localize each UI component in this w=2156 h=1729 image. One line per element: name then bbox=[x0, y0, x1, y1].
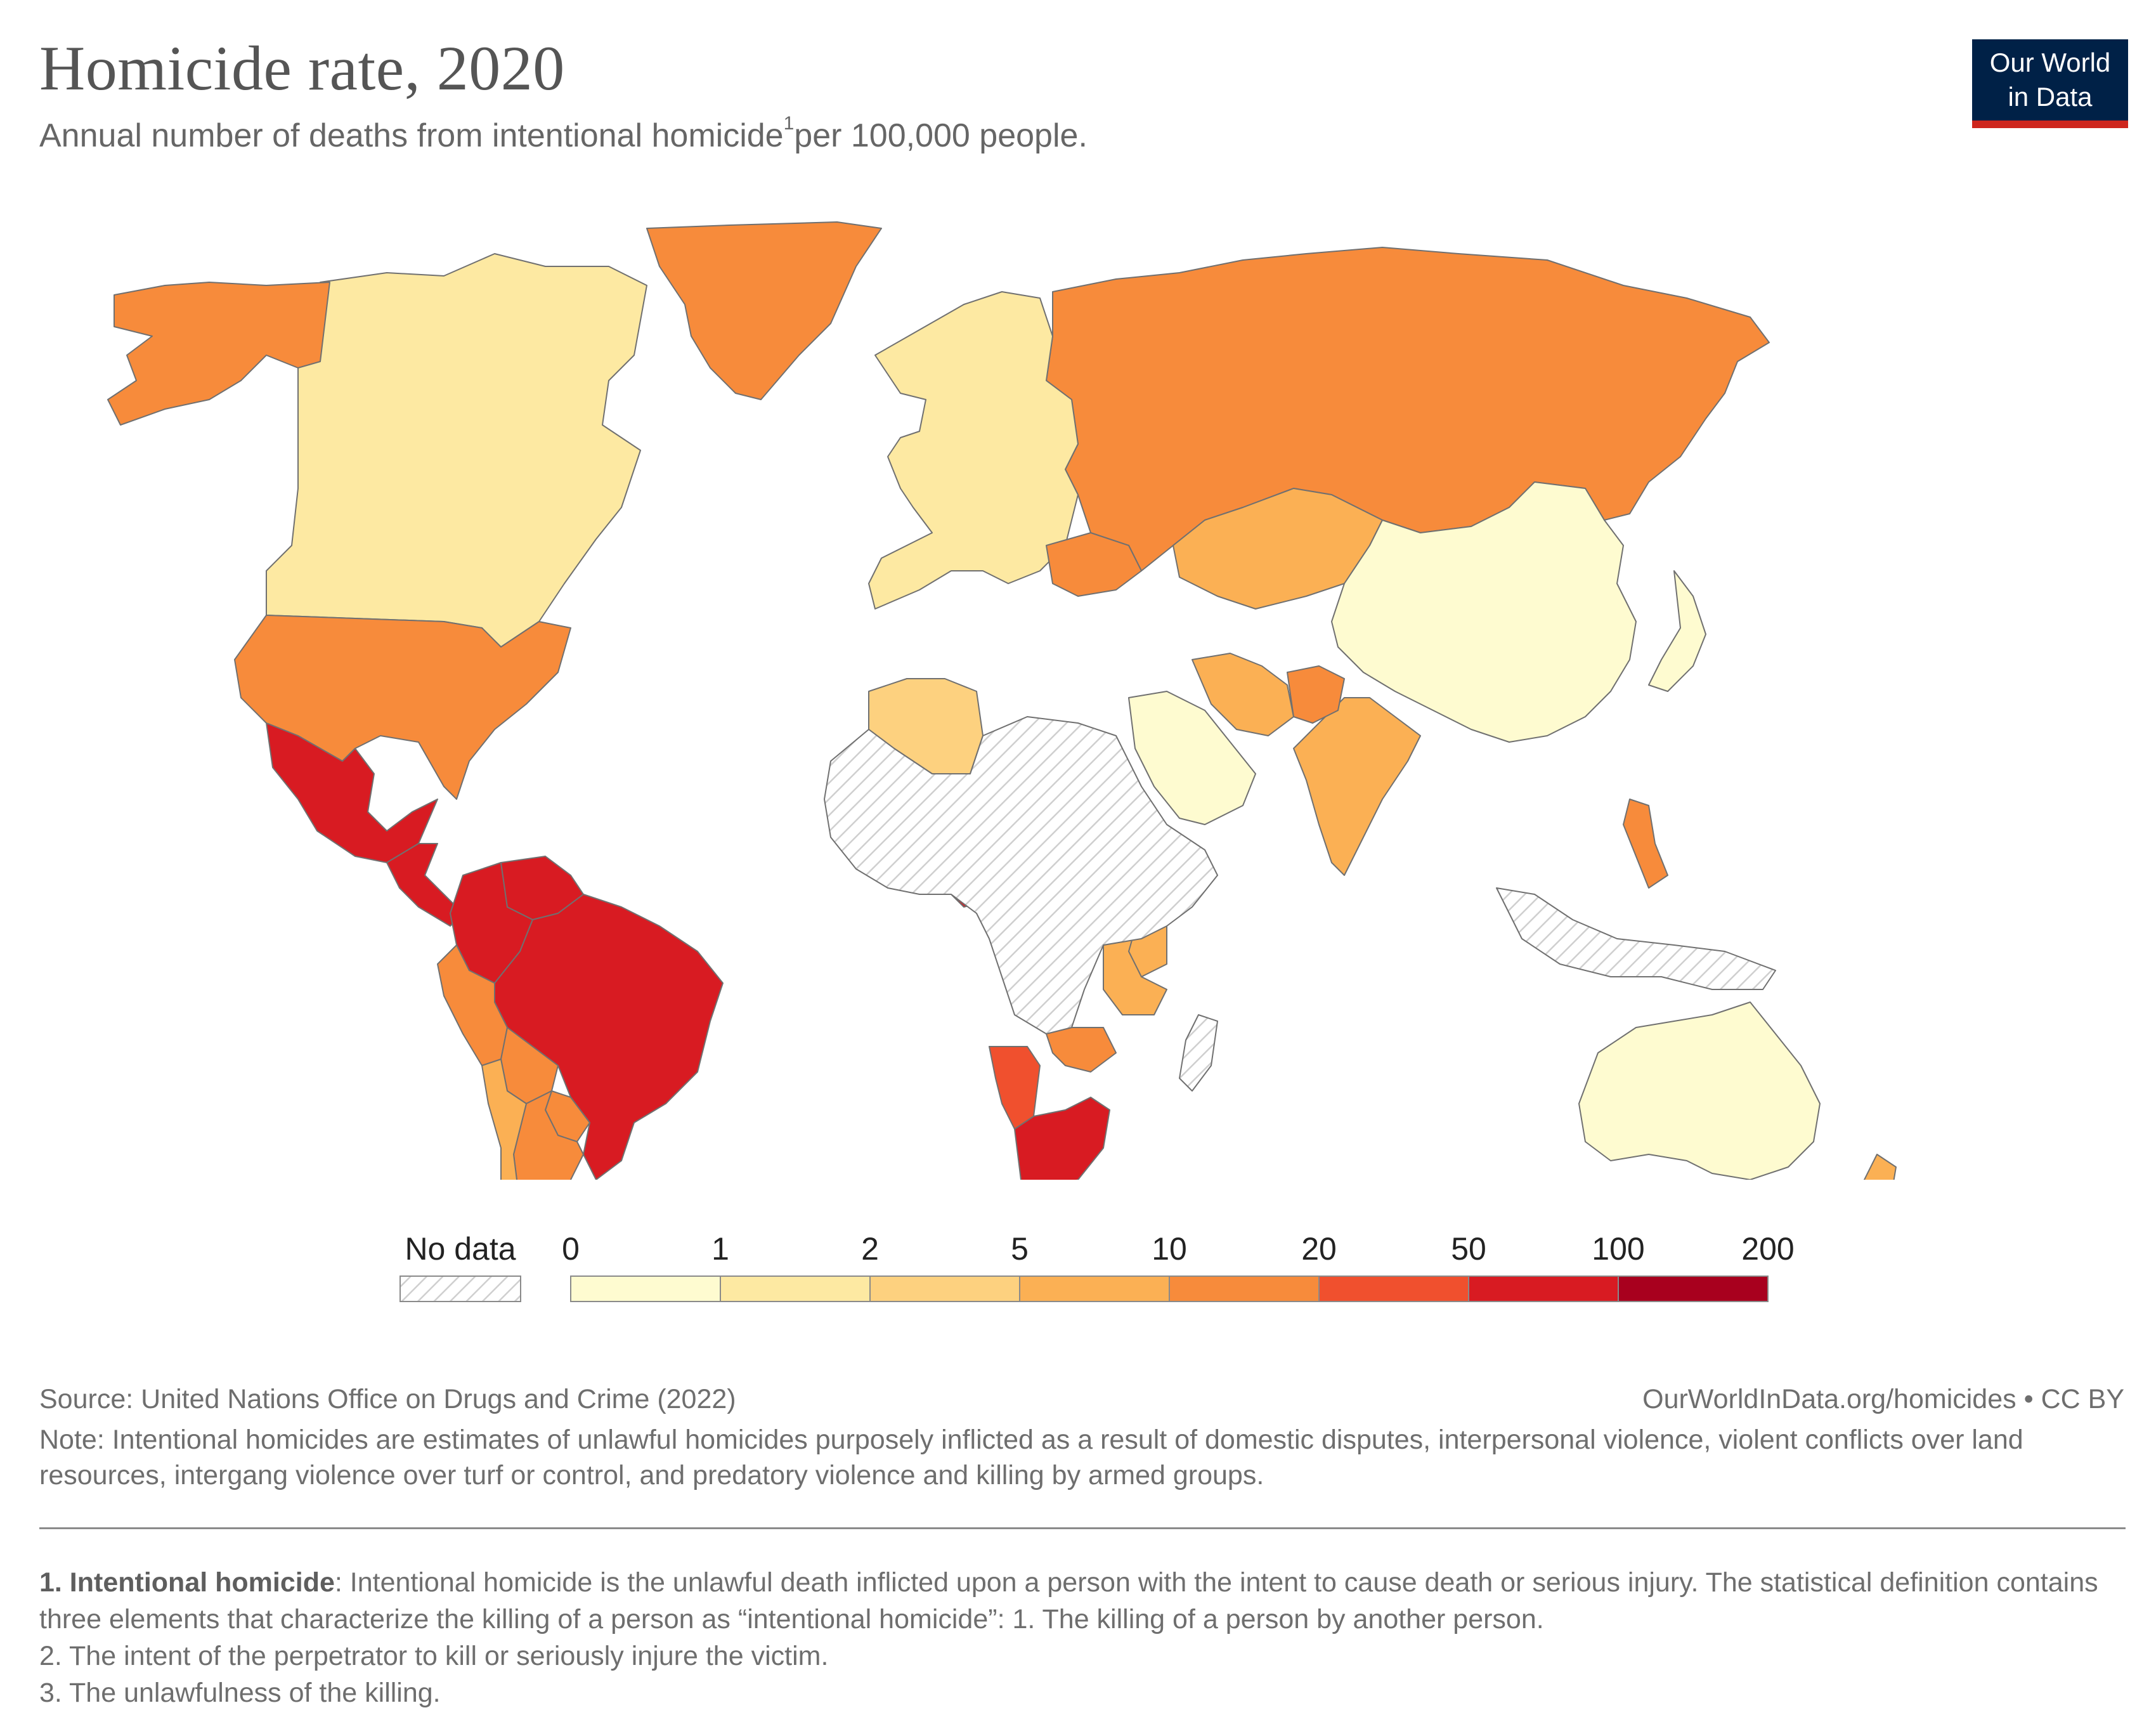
source-url-link[interactable]: OurWorldInData.org/homicides • CC BY bbox=[1642, 1384, 2124, 1414]
footnote-marker: 1 bbox=[783, 113, 795, 134]
legend-tick-label: 1 bbox=[711, 1231, 729, 1267]
country-madagascar[interactable] bbox=[1179, 1014, 1218, 1092]
legend-swatch bbox=[1618, 1276, 1769, 1302]
country-indonesia[interactable] bbox=[1496, 887, 1776, 990]
legend-swatch bbox=[570, 1276, 721, 1302]
logo-line-1: Our World bbox=[1989, 48, 2111, 77]
divider bbox=[39, 1527, 2126, 1529]
chart-title: Homicide rate, 2020 bbox=[39, 33, 565, 103]
logo-accent-bar bbox=[1972, 121, 2128, 128]
country-india[interactable] bbox=[1293, 697, 1421, 876]
legend-swatch bbox=[1468, 1276, 1619, 1302]
country-russia[interactable] bbox=[1046, 247, 1770, 571]
country-afghanistan[interactable] bbox=[1287, 665, 1345, 724]
legend-tick-label: 20 bbox=[1301, 1231, 1337, 1267]
legend-tick-label: 5 bbox=[1011, 1231, 1029, 1267]
subtitle-tail: per 100,000 people. bbox=[794, 117, 1088, 154]
legend-swatch bbox=[1169, 1276, 1320, 1302]
owid-logo[interactable]: Our World in Data bbox=[1972, 39, 2128, 128]
legend-tick-label: 0 bbox=[562, 1231, 580, 1267]
logo-line-2: in Data bbox=[2008, 82, 2093, 112]
no-data-label: No data bbox=[405, 1231, 516, 1267]
country-alaska[interactable] bbox=[107, 282, 330, 426]
country-europe[interactable] bbox=[868, 291, 1079, 610]
legend-tick-label: 50 bbox=[1451, 1231, 1486, 1267]
color-legend: No data 0 1 2 5 10 20 50 100 200 bbox=[399, 1231, 1795, 1302]
country-mexico[interactable] bbox=[266, 722, 438, 863]
country-ukraine[interactable] bbox=[1046, 532, 1142, 597]
footnote-term: 1. Intentional homicide bbox=[39, 1567, 335, 1598]
footnote-3: 3. The unlawfulness of the killing. bbox=[39, 1678, 441, 1708]
country-australia[interactable] bbox=[1578, 1002, 1821, 1180]
country-sahara-central-africa[interactable] bbox=[824, 716, 1218, 1034]
no-data-swatch bbox=[399, 1276, 521, 1302]
note-text: Note: Intentional homicides are estimate… bbox=[39, 1425, 2023, 1491]
legend-swatch bbox=[1019, 1276, 1170, 1302]
country-namibia[interactable] bbox=[989, 1046, 1041, 1130]
legend-swatch bbox=[720, 1276, 871, 1302]
country-china[interactable] bbox=[1331, 481, 1637, 743]
country-new-zealand[interactable] bbox=[1826, 1154, 1897, 1180]
legend-tick-label: 100 bbox=[1592, 1231, 1644, 1267]
country-philippines[interactable] bbox=[1623, 799, 1668, 889]
country-japan[interactable] bbox=[1648, 570, 1706, 692]
legend-tick-label: 200 bbox=[1741, 1231, 1794, 1267]
legend-tick-label: 10 bbox=[1152, 1231, 1187, 1267]
subtitle-text: Annual number of deaths from intentional… bbox=[39, 117, 784, 154]
footnote-1: 1. Intentional homicide: Intentional hom… bbox=[39, 1564, 2132, 1638]
footnote: 1. Intentional homicide: Intentional hom… bbox=[39, 1564, 2132, 1711]
country-saudi-arabia[interactable] bbox=[1128, 691, 1256, 825]
country-zambia[interactable] bbox=[1046, 1027, 1117, 1073]
legend-swatch bbox=[1318, 1276, 1469, 1302]
country-chile[interactable] bbox=[481, 1059, 558, 1180]
source-text: Source: United Nations Office on Drugs a… bbox=[39, 1384, 736, 1414]
footnote-2: 2. The intent of the perpetrator to kill… bbox=[39, 1641, 829, 1671]
country-greenland[interactable] bbox=[646, 221, 882, 400]
world-map bbox=[107, 221, 1897, 1180]
footnote-definition: : Intentional homicide is the unlawful d… bbox=[39, 1567, 2098, 1634]
legend-swatch bbox=[869, 1276, 1020, 1302]
country-argentina[interactable] bbox=[513, 1090, 584, 1180]
country-south-africa[interactable] bbox=[1014, 1097, 1110, 1180]
chart-subtitle: Annual number of deaths from intentional… bbox=[39, 113, 1088, 155]
country-canada[interactable] bbox=[266, 253, 647, 648]
legend-tick-label: 2 bbox=[861, 1231, 879, 1267]
